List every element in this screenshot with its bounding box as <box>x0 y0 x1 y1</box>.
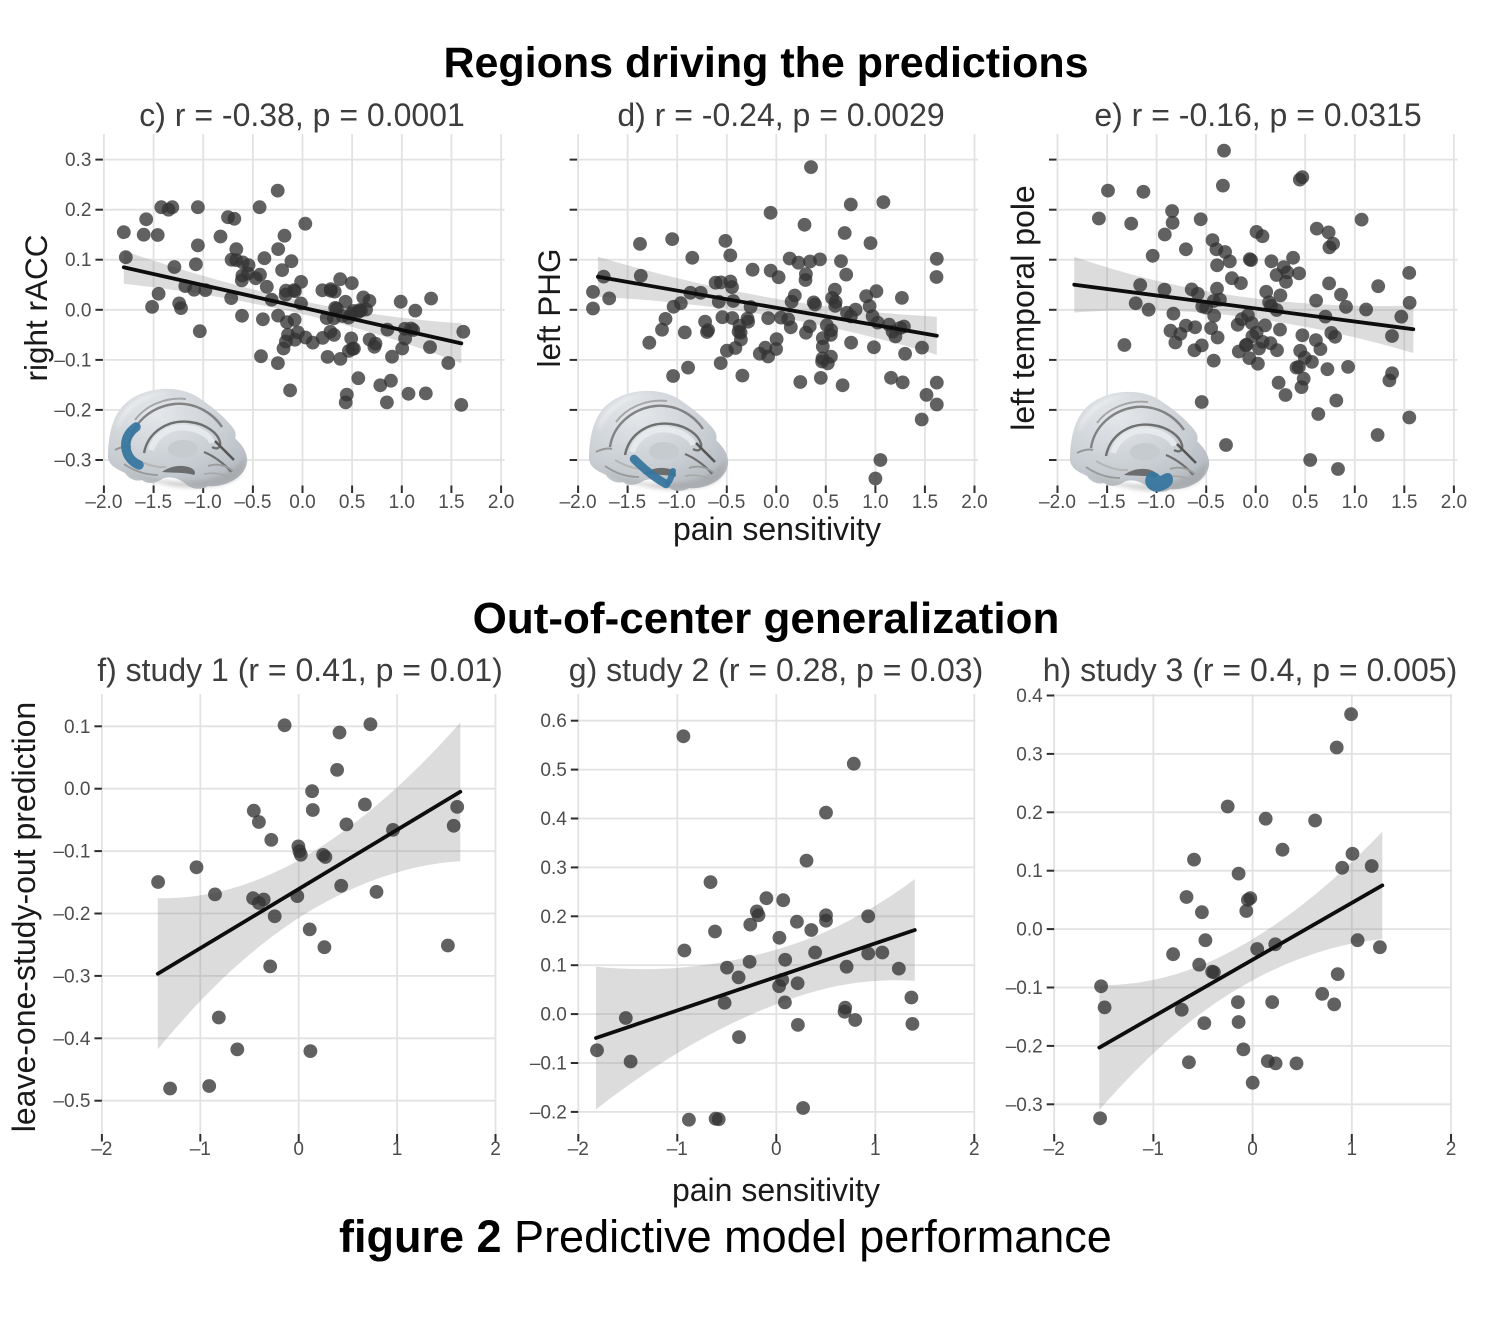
svg-text:1: 1 <box>1347 1139 1358 1160</box>
svg-text:c) r = -0.38, p = 0.0001: c) r = -0.38, p = 0.0001 <box>139 97 465 133</box>
svg-text:1.0: 1.0 <box>389 492 415 513</box>
svg-text:–1.5: –1.5 <box>1089 492 1126 513</box>
svg-text:2.0: 2.0 <box>961 492 987 513</box>
svg-text:0.5: 0.5 <box>1292 492 1318 513</box>
svg-text:leave-one-study-out prediction: leave-one-study-out prediction <box>6 702 42 1132</box>
svg-text:–1.0: –1.0 <box>659 492 696 513</box>
svg-text:0.3: 0.3 <box>1016 744 1042 765</box>
svg-text:1.5: 1.5 <box>438 492 464 513</box>
svg-text:–0.3: –0.3 <box>54 451 91 472</box>
svg-text:0.2: 0.2 <box>65 200 91 221</box>
svg-text:–0.1: –0.1 <box>1006 978 1043 999</box>
svg-text:–1.5: –1.5 <box>135 492 172 513</box>
svg-text:0: 0 <box>771 1139 782 1160</box>
svg-text:–0.1: –0.1 <box>530 1054 567 1075</box>
svg-text:g) study 2 (r = 0.28, p = 0.03: g) study 2 (r = 0.28, p = 0.03) <box>569 652 983 688</box>
svg-text:2.0: 2.0 <box>1441 492 1467 513</box>
svg-text:0.4: 0.4 <box>1016 686 1043 707</box>
svg-text:0.5: 0.5 <box>813 492 839 513</box>
svg-text:0.2: 0.2 <box>1016 803 1042 824</box>
svg-text:2: 2 <box>969 1139 980 1160</box>
svg-text:0.3: 0.3 <box>65 150 91 171</box>
svg-text:–0.2: –0.2 <box>54 400 91 421</box>
svg-text:pain sensitivity: pain sensitivity <box>672 1172 880 1208</box>
svg-text:Out-of-center generalization: Out-of-center generalization <box>473 594 1060 643</box>
svg-text:pain sensitivity: pain sensitivity <box>673 511 881 547</box>
svg-text:d) r = -0.24, p = 0.0029: d) r = -0.24, p = 0.0029 <box>617 97 944 133</box>
svg-text:–1.5: –1.5 <box>609 492 646 513</box>
svg-text:–0.2: –0.2 <box>53 904 90 925</box>
svg-text:–1: –1 <box>1143 1139 1164 1160</box>
svg-text:0.0: 0.0 <box>1242 492 1268 513</box>
svg-text:left temporal pole: left temporal pole <box>1005 185 1041 430</box>
svg-text:0.6: 0.6 <box>540 711 566 732</box>
svg-text:0.1: 0.1 <box>65 250 91 271</box>
svg-text:0.5: 0.5 <box>540 760 566 781</box>
svg-text:–2: –2 <box>91 1139 112 1160</box>
svg-text:0.0: 0.0 <box>289 492 315 513</box>
svg-text:–0.2: –0.2 <box>1006 1036 1043 1057</box>
svg-text:0: 0 <box>293 1139 304 1160</box>
svg-text:1.0: 1.0 <box>862 492 888 513</box>
svg-text:–1.0: –1.0 <box>185 492 222 513</box>
svg-text:2.0: 2.0 <box>488 492 514 513</box>
svg-text:0.0: 0.0 <box>540 1005 566 1026</box>
svg-text:1.5: 1.5 <box>912 492 938 513</box>
svg-text:–0.1: –0.1 <box>53 842 90 863</box>
svg-text:0.5: 0.5 <box>339 492 365 513</box>
svg-text:–2: –2 <box>568 1139 589 1160</box>
svg-text:–1: –1 <box>667 1139 688 1160</box>
svg-text:–2: –2 <box>1044 1139 1065 1160</box>
svg-text:–0.5: –0.5 <box>53 1091 90 1112</box>
svg-text:–0.5: –0.5 <box>1188 492 1225 513</box>
svg-text:–2.0: –2.0 <box>85 492 122 513</box>
svg-text:0.0: 0.0 <box>64 779 90 800</box>
svg-text:0.0: 0.0 <box>65 300 91 321</box>
svg-text:–0.1: –0.1 <box>54 350 91 371</box>
svg-text:–0.5: –0.5 <box>234 492 271 513</box>
svg-text:2: 2 <box>1446 1139 1457 1160</box>
svg-text:0.2: 0.2 <box>540 907 566 928</box>
svg-text:–0.4: –0.4 <box>53 1029 90 1050</box>
svg-text:–0.2: –0.2 <box>530 1102 567 1123</box>
svg-text:0.1: 0.1 <box>1016 861 1042 882</box>
svg-text:h) study 3 (r = 0.4, p = 0.005: h) study 3 (r = 0.4, p = 0.005) <box>1043 652 1457 688</box>
svg-text:0.4: 0.4 <box>540 809 567 830</box>
svg-text:1.5: 1.5 <box>1391 492 1417 513</box>
svg-text:0.3: 0.3 <box>540 858 566 879</box>
svg-text:figure 2 Predictive model perf: figure 2 Predictive model performance <box>339 1211 1112 1262</box>
svg-text:f) study 1 (r = 0.41, p = 0.01: f) study 1 (r = 0.41, p = 0.01) <box>97 652 503 688</box>
svg-text:–2.0: –2.0 <box>560 492 597 513</box>
svg-text:–0.3: –0.3 <box>53 966 90 987</box>
svg-text:e) r = -0.16, p = 0.0315: e) r = -0.16, p = 0.0315 <box>1094 97 1421 133</box>
svg-text:left PHG: left PHG <box>531 248 567 367</box>
svg-text:–2.0: –2.0 <box>1039 492 1076 513</box>
svg-text:Regions driving the prediction: Regions driving the predictions <box>443 39 1088 87</box>
svg-text:0.1: 0.1 <box>64 717 90 738</box>
svg-text:–1.0: –1.0 <box>1138 492 1175 513</box>
svg-text:2: 2 <box>490 1139 501 1160</box>
svg-text:0.0: 0.0 <box>763 492 789 513</box>
svg-text:0: 0 <box>1247 1139 1258 1160</box>
svg-text:–0.3: –0.3 <box>1006 1095 1043 1116</box>
svg-text:right rACC: right rACC <box>18 234 54 381</box>
svg-text:1: 1 <box>392 1139 403 1160</box>
svg-text:0.1: 0.1 <box>540 956 566 977</box>
svg-text:–1: –1 <box>190 1139 211 1160</box>
svg-text:–0.5: –0.5 <box>708 492 745 513</box>
svg-text:1: 1 <box>870 1139 881 1160</box>
svg-text:1.0: 1.0 <box>1342 492 1368 513</box>
svg-text:0.0: 0.0 <box>1016 920 1042 941</box>
